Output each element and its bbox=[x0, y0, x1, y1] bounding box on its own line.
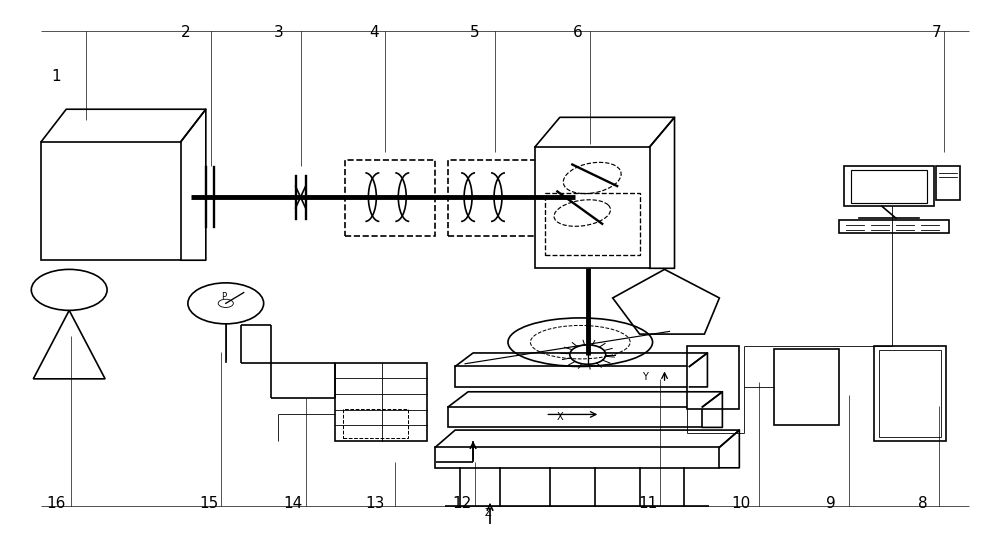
Text: 4: 4 bbox=[370, 25, 379, 40]
Bar bbox=[455, 366, 689, 387]
Text: 14: 14 bbox=[283, 496, 302, 512]
Text: 8: 8 bbox=[918, 496, 928, 512]
Bar bbox=[435, 447, 719, 468]
Bar bbox=[851, 170, 927, 203]
Bar bbox=[345, 160, 435, 236]
Text: 16: 16 bbox=[47, 496, 66, 512]
Text: 7: 7 bbox=[932, 25, 942, 40]
Text: X: X bbox=[557, 412, 564, 422]
Bar bbox=[448, 160, 538, 236]
Text: 1: 1 bbox=[51, 69, 61, 85]
Text: 10: 10 bbox=[732, 496, 751, 512]
Bar bbox=[41, 141, 181, 260]
Bar bbox=[774, 349, 839, 425]
Text: 13: 13 bbox=[366, 496, 385, 512]
Bar bbox=[448, 407, 702, 428]
Bar bbox=[839, 220, 949, 233]
Text: 3: 3 bbox=[274, 25, 283, 40]
Text: 5: 5 bbox=[470, 25, 480, 40]
Bar bbox=[844, 166, 934, 207]
Bar bbox=[545, 193, 640, 255]
Text: Y: Y bbox=[642, 372, 648, 382]
Text: 2: 2 bbox=[181, 25, 191, 40]
Text: Z: Z bbox=[485, 508, 492, 518]
Bar bbox=[343, 409, 408, 438]
Text: 15: 15 bbox=[199, 496, 218, 512]
Bar bbox=[874, 346, 946, 441]
Text: P: P bbox=[221, 292, 226, 301]
Text: 6: 6 bbox=[573, 25, 583, 40]
Bar bbox=[879, 350, 941, 437]
Bar bbox=[335, 363, 427, 441]
Text: 9: 9 bbox=[826, 496, 836, 512]
Bar bbox=[687, 346, 739, 409]
Bar bbox=[535, 147, 650, 268]
Text: 12: 12 bbox=[452, 496, 472, 512]
Bar bbox=[936, 166, 960, 200]
Text: 11: 11 bbox=[638, 496, 657, 512]
